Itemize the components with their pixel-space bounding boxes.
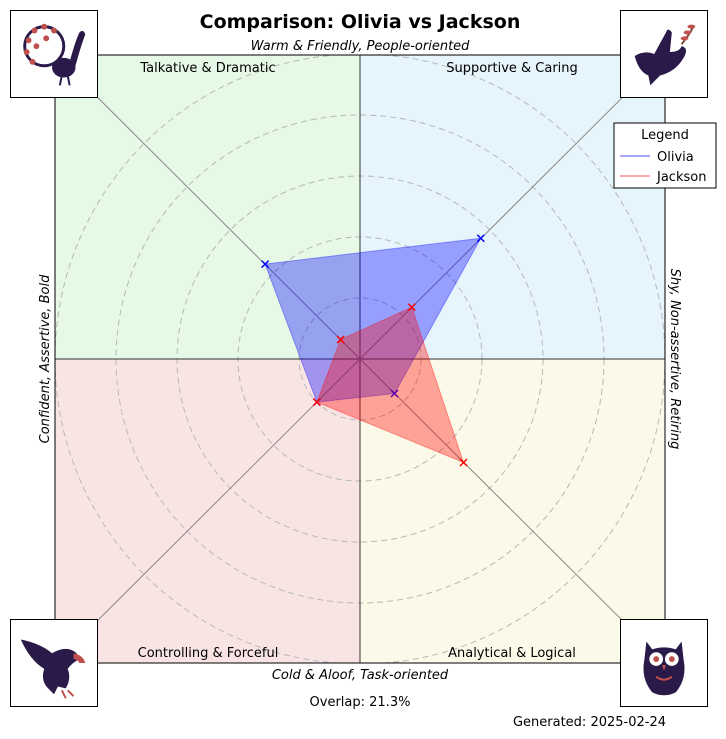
quadrant-label-controlling: Controlling & Forceful <box>138 646 279 661</box>
legend-label-olivia: Olivia <box>657 150 694 165</box>
legend-label-jackson: Jackson <box>656 170 706 185</box>
data-point-jackson-1 <box>336 335 345 344</box>
quadrant-label-analytical: Analytical & Logical <box>448 646 576 661</box>
peacock-icon <box>10 10 98 98</box>
dove-icon <box>620 10 708 98</box>
owl-icon <box>620 619 708 707</box>
quadrant-label-talkative: Talkative & Dramatic <box>139 61 275 76</box>
data-point-olivia-3 <box>390 389 399 398</box>
eagle-icon <box>10 619 98 707</box>
axis-label-top: Warm & Friendly, People-oriented <box>251 39 471 54</box>
data-point-jackson-2 <box>407 303 416 312</box>
data-point-olivia-1 <box>261 260 270 269</box>
data-point-olivia-2 <box>476 234 485 243</box>
chart-title: Comparison: Olivia vs Jackson <box>200 11 521 33</box>
generated-text: Generated: 2025-02-24 <box>513 715 666 730</box>
legend-box <box>613 122 717 189</box>
quadrant-label-supportive: Supportive & Caring <box>446 61 578 76</box>
spoke-controlling <box>54 358 361 664</box>
axis-label-bottom: Cold & Aloof, Task-oriented <box>272 668 449 683</box>
legend-title: Legend <box>641 128 689 143</box>
data-point-jackson-3 <box>459 458 468 467</box>
overlap-text: Overlap: 21.3% <box>310 695 411 710</box>
spoke-talkative <box>54 54 361 360</box>
plot-frame <box>54 54 666 664</box>
data-point-jackson-4 <box>312 398 321 407</box>
legend: Legend Olivia Jackson <box>613 122 717 189</box>
axis-label-right: Shy, Non-assertive, Retiring <box>667 269 682 450</box>
spoke-analytical <box>359 358 666 664</box>
axis-label-left: Confident, Assertive, Bold <box>38 274 53 443</box>
